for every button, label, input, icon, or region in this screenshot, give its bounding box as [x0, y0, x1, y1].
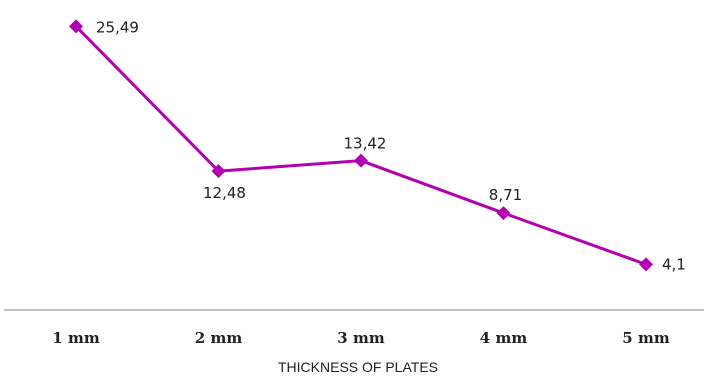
- x-tick-label: 4 mm: [480, 329, 528, 347]
- data-label: 4,1: [662, 255, 686, 273]
- data-label: 13,42: [344, 135, 387, 153]
- x-tick-label: 5 mm: [622, 329, 670, 347]
- data-label: 12,48: [203, 184, 246, 202]
- x-tick-labels: 1 mm 2 mm 3 mm 4 mm 5 mm: [52, 329, 670, 347]
- data-point-marker: [211, 164, 226, 179]
- data-label: 25,49: [96, 18, 139, 36]
- data-point-marker: [69, 19, 83, 34]
- data-label: 8,71: [489, 186, 522, 204]
- data-point-marker: [496, 206, 511, 221]
- series-group: 25,49 12,48 13,42 8,71 4,1: [69, 18, 686, 273]
- data-point-marker: [639, 257, 653, 272]
- x-tick-label: 3 mm: [337, 329, 385, 347]
- x-tick-label: 2 mm: [195, 329, 243, 347]
- x-axis-title: THICKNESS OF PLATES: [278, 359, 438, 375]
- data-point-marker: [354, 153, 368, 168]
- x-tick-label: 1 mm: [52, 329, 100, 347]
